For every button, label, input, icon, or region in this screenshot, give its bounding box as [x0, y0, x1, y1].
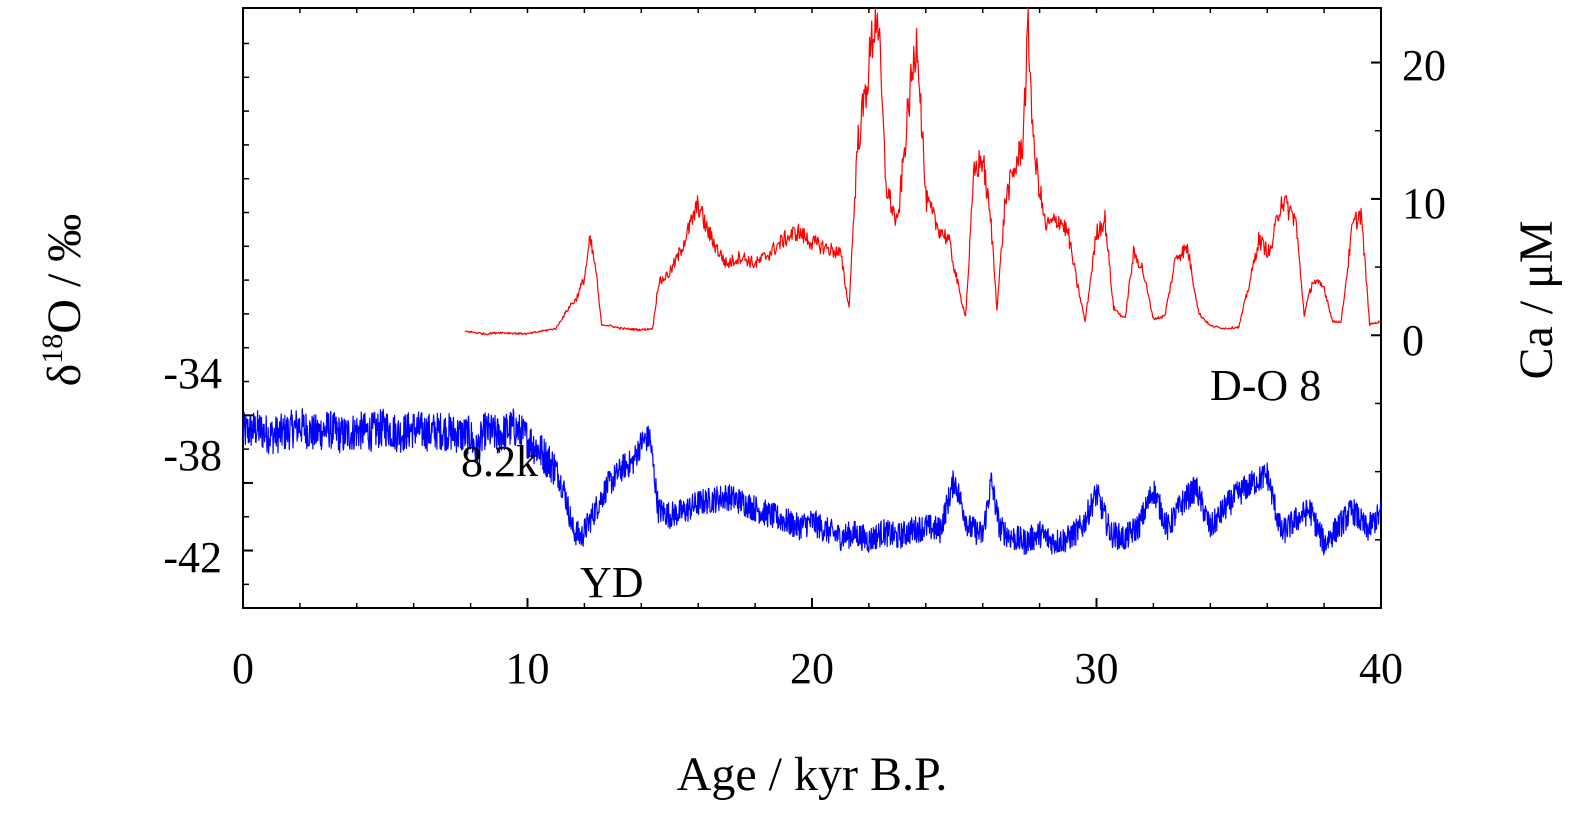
annotation-8-2k: 8.2k — [461, 437, 538, 486]
plot-frame — [242, 7, 1382, 609]
x-tick-label: 20 — [790, 644, 834, 693]
y-left-tick-label: -38 — [163, 431, 222, 480]
y-right-axis-title: Ca / μM — [1510, 220, 1563, 379]
series-layer — [242, 7, 1382, 556]
series-line-ca — [464, 7, 1382, 336]
y-right-tick-label: 10 — [1402, 179, 1446, 228]
superscript-18: 18 — [36, 334, 69, 364]
y-right-tick-label: 0 — [1402, 316, 1424, 365]
annotation-do-8: D-O 8 — [1210, 361, 1321, 410]
series-line-d18o — [242, 408, 1382, 556]
x-tick-label: 0 — [232, 644, 254, 693]
x-tick-label: 40 — [1359, 644, 1403, 693]
x-axis-title: Age / kyr B.P. — [677, 748, 948, 801]
ticks-layer — [242, 42, 1382, 608]
annotation-yd: YD — [580, 558, 644, 607]
y-right-tick-label: 20 — [1402, 41, 1446, 90]
x-tick-label: 10 — [506, 644, 550, 693]
y-left-tick-label: -34 — [163, 349, 222, 398]
y-left-title-rest: O / ‰ — [38, 214, 91, 334]
y-left-axis-title: δ18O / ‰ — [36, 214, 91, 387]
y-left-tick-label: -42 — [163, 533, 222, 582]
delta-symbol: δ — [38, 364, 91, 387]
x-tick-label: 30 — [1075, 644, 1119, 693]
